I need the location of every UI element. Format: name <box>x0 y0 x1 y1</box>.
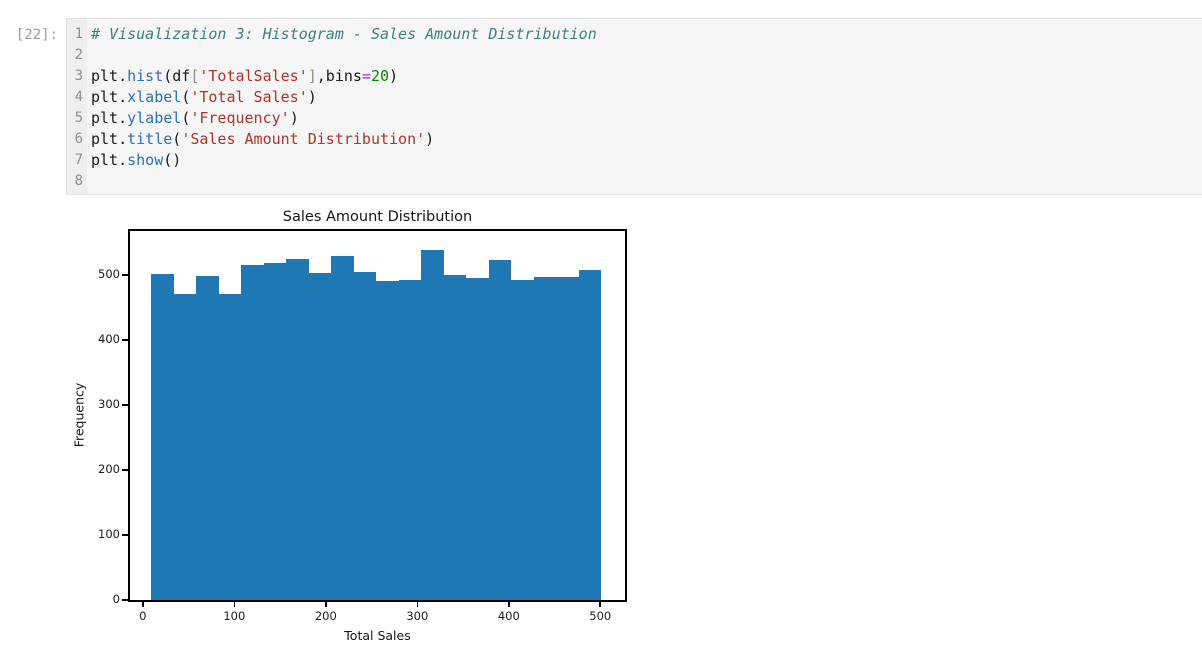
code-token: 'Total Sales' <box>190 88 308 106</box>
output-figure: Sales Amount Distribution Frequency Tota… <box>66 203 656 649</box>
code-token: (df <box>163 67 191 85</box>
x-tick-label: 200 <box>314 609 337 623</box>
x-axis-label: Total Sales <box>344 628 411 643</box>
code-token: hist <box>127 67 164 85</box>
code-token: ylabel <box>127 109 182 127</box>
code-token: ) <box>289 109 299 127</box>
y-tick-label: 0 <box>112 592 120 606</box>
code-content[interactable]: # Visualization 3: Histogram - Sales Amo… <box>91 24 1202 192</box>
histogram-bar <box>308 273 332 600</box>
code-token: 'TotalSales' <box>199 67 308 85</box>
code-token: plt. <box>91 88 128 106</box>
code-token: plt. <box>91 67 128 85</box>
line-number: 3 <box>74 68 83 84</box>
code-token: 'Frequency' <box>190 109 290 127</box>
y-tick-mark <box>122 339 128 341</box>
histogram-bar <box>151 273 174 600</box>
histogram-bar <box>533 277 557 600</box>
code-token: title <box>127 130 173 148</box>
code-token: ( <box>181 88 191 106</box>
histogram-bar <box>556 277 579 600</box>
code-token: # Visualization 3: Histogram - Sales Amo… <box>91 25 597 43</box>
x-tick-mark <box>416 602 419 607</box>
code-token: ] <box>307 67 317 85</box>
x-tick-label: 500 <box>589 609 612 623</box>
histogram-bar <box>331 255 354 600</box>
y-tick-label: 500 <box>98 267 120 282</box>
y-tick-mark <box>122 469 128 471</box>
code-token: 20 <box>370 67 390 85</box>
y-tick-label: 300 <box>98 397 120 412</box>
histogram-bar <box>443 274 467 600</box>
code-token: ) <box>389 67 399 85</box>
line-number: 2 <box>74 47 83 63</box>
line-number: 7 <box>74 152 83 168</box>
code-line: plt.hist(df['TotalSales'],bins=20) <box>91 66 1202 87</box>
code-line <box>91 171 1202 192</box>
histogram-bar <box>196 275 219 600</box>
x-tick-label: 0 <box>139 609 147 623</box>
x-tick-mark <box>507 602 510 607</box>
code-token: ,bins <box>316 67 362 85</box>
histogram-bar <box>511 279 534 600</box>
code-token: = <box>361 67 371 85</box>
y-tick-mark <box>122 404 128 406</box>
histogram-bar <box>353 271 377 600</box>
histogram-bar <box>421 249 444 600</box>
code-token: ) <box>425 130 435 148</box>
line-number: 5 <box>74 110 83 126</box>
histogram-bar <box>376 281 399 600</box>
y-tick-mark <box>122 534 128 536</box>
histogram-bar <box>466 277 489 600</box>
y-axis-label: Frequency <box>71 382 87 448</box>
code-line: plt.xlabel('Total Sales') <box>91 87 1202 108</box>
y-tick-label: 200 <box>98 462 120 477</box>
x-tick-mark <box>142 602 144 607</box>
code-editor[interactable]: 1 2 3 4 5 6 7 8 # Visualization 3: Histogram - … <box>66 18 1202 195</box>
line-number-gutter: 1 2 3 4 5 6 7 8 <box>67 19 87 194</box>
histogram-bar <box>241 265 264 600</box>
code-token: ( <box>172 130 182 148</box>
x-tick-label: 300 <box>406 609 429 623</box>
code-token: [ <box>190 67 200 85</box>
line-number: 8 <box>74 173 83 189</box>
histogram-bar <box>398 279 422 600</box>
chart-title: Sales Amount Distribution <box>282 209 473 225</box>
code-token: ( <box>181 109 191 127</box>
y-tick-mark <box>122 599 128 601</box>
x-tick-mark <box>233 602 236 607</box>
y-tick-label: 100 <box>98 527 120 542</box>
code-token: plt. <box>91 130 128 148</box>
histogram-bar <box>578 269 602 600</box>
code-token: plt. <box>91 151 128 169</box>
x-tick-label: 400 <box>497 609 520 623</box>
histogram-bar <box>173 294 197 600</box>
x-tick-mark <box>599 602 602 607</box>
code-token: () <box>163 151 182 169</box>
code-line: plt.show() <box>91 150 1202 171</box>
histogram-bar <box>263 262 287 600</box>
code-line: plt.ylabel('Frequency') <box>91 108 1202 129</box>
x-tick-mark <box>325 602 327 607</box>
y-tick-mark <box>122 274 128 276</box>
code-line: # Visualization 3: Histogram - Sales Amo… <box>91 24 1202 45</box>
line-number: 4 <box>74 89 83 105</box>
code-cell: [22]: 1 2 3 4 5 6 7 8 # Visualization 3: Histog… <box>0 18 1202 195</box>
histogram-bar <box>286 258 309 600</box>
line-number: 6 <box>74 131 83 147</box>
code-line: plt.title('Sales Amount Distribution') <box>91 129 1202 150</box>
code-token: xlabel <box>127 88 182 106</box>
code-line <box>91 45 1202 66</box>
histogram-bar <box>218 294 242 600</box>
y-tick-label: 400 <box>98 332 120 347</box>
code-token: show <box>127 151 164 169</box>
code-token: plt. <box>91 109 128 127</box>
code-token: ) <box>307 88 317 106</box>
execution-count: [22]: <box>15 27 58 43</box>
histogram-bar <box>488 259 512 600</box>
line-number: 1 <box>74 26 83 42</box>
code-token: 'Sales Amount Distribution' <box>181 130 426 148</box>
x-tick-label: 100 <box>223 609 246 623</box>
